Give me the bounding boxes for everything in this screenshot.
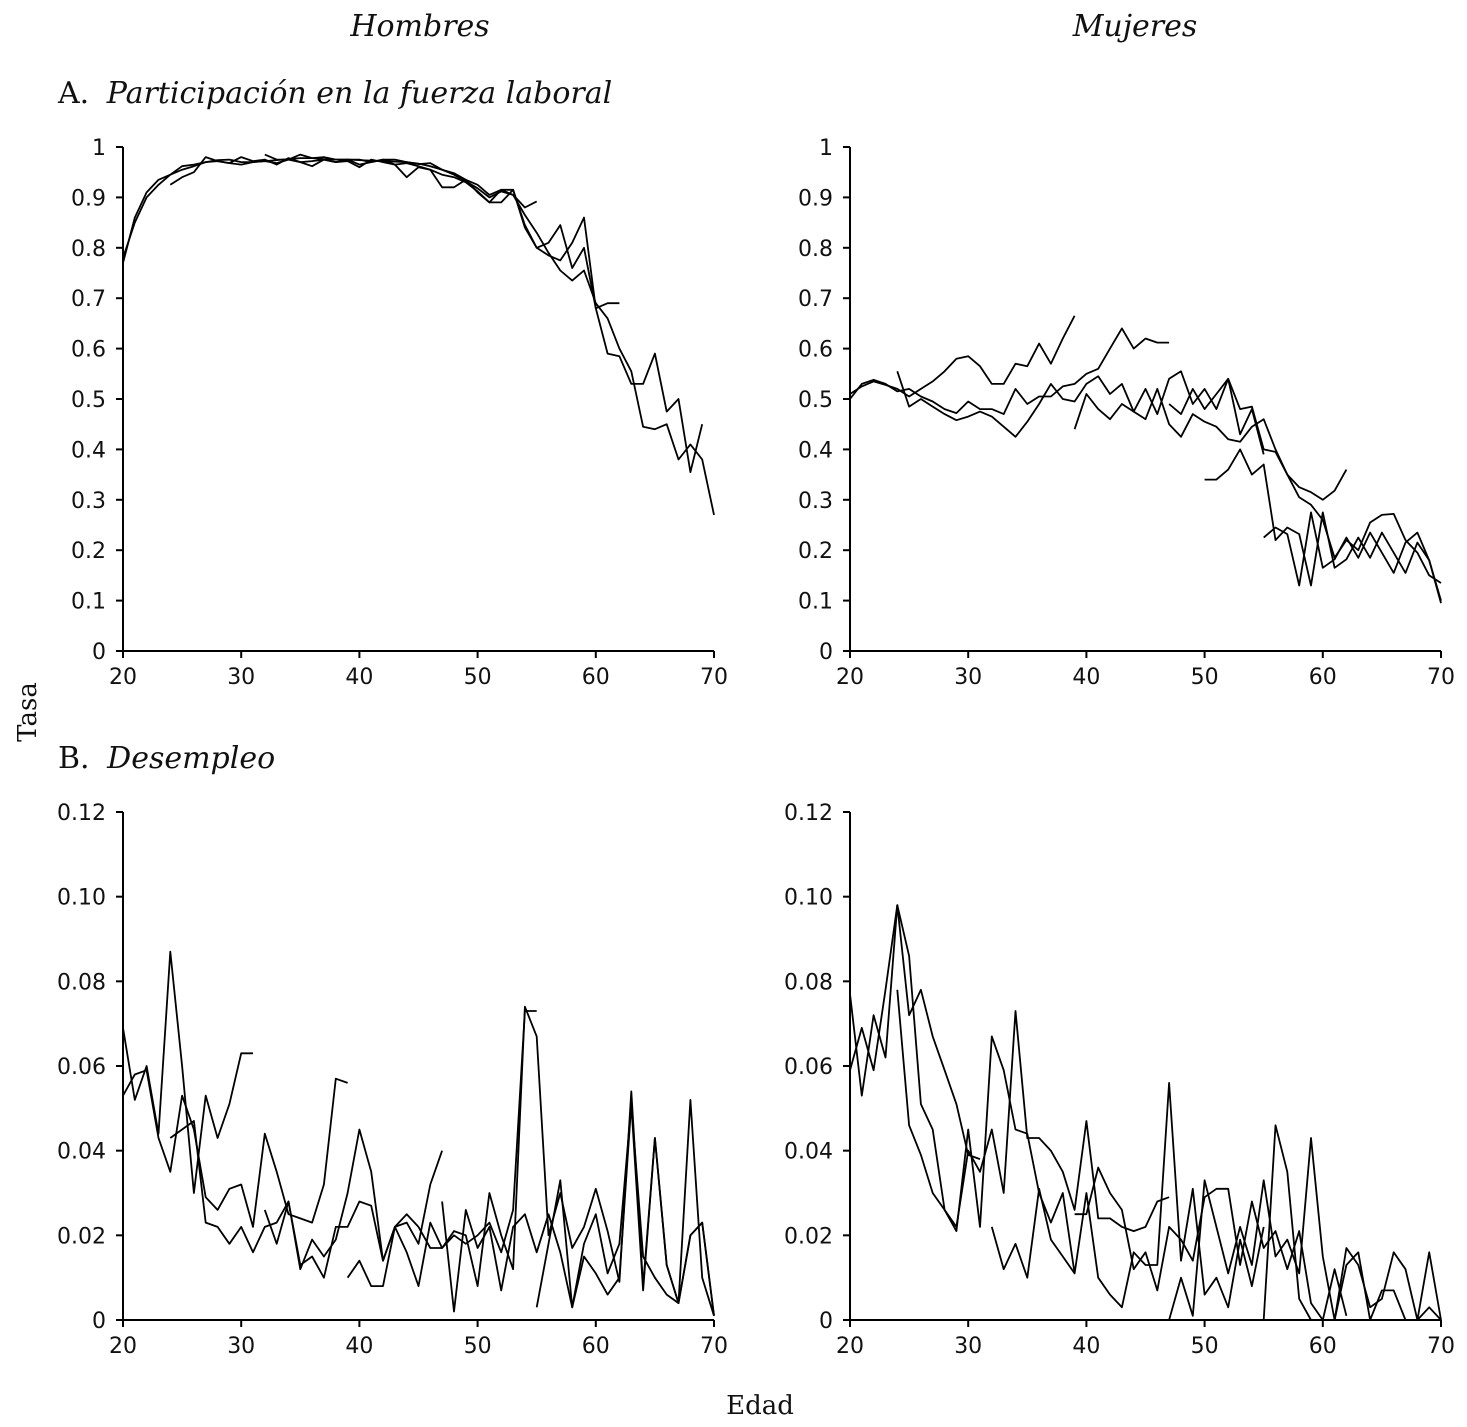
series-line-4 bbox=[263, 1010, 537, 1279]
x-tick-label: 50 bbox=[1191, 1334, 1219, 1359]
series-line-3 bbox=[896, 371, 1348, 501]
y-tick-label: 0.6 bbox=[71, 338, 106, 363]
x-tick-label: 40 bbox=[1072, 1334, 1100, 1359]
x-tick-label: 50 bbox=[1191, 665, 1219, 690]
y-tick-label: 1 bbox=[819, 136, 833, 161]
x-tick-label: 30 bbox=[227, 1334, 255, 1359]
x-tick-label: 70 bbox=[1427, 1334, 1455, 1359]
panel-b-letter: B. bbox=[58, 741, 90, 776]
y-tick-label: 0.7 bbox=[798, 287, 833, 312]
x-tick-label: 30 bbox=[954, 665, 982, 690]
series-line-2 bbox=[122, 158, 620, 310]
series-line-4 bbox=[264, 153, 715, 516]
y-tick-label: 0.8 bbox=[798, 237, 833, 262]
chart-unemployment-men: 0 0.02 0.04 0.06 0.08 0.10 0.12 20 30 40 50 60 70 bbox=[57, 801, 728, 1359]
series-line-5 bbox=[346, 1005, 715, 1317]
x-tick-label: 60 bbox=[582, 665, 610, 690]
x-tick-label: 40 bbox=[1072, 665, 1100, 690]
panel-a-title: A. Participación en la fuerza laboral bbox=[57, 76, 612, 111]
panel-a-letter: A. bbox=[57, 76, 89, 111]
series-line-3 bbox=[169, 1120, 443, 1271]
x-tick-label: 20 bbox=[836, 1334, 864, 1359]
y-tick-label: 0.02 bbox=[784, 1224, 833, 1249]
y-tick-label: 0.10 bbox=[784, 886, 833, 911]
x-tick-label: 30 bbox=[227, 665, 255, 690]
series-line-6 bbox=[441, 1103, 715, 1316]
x-tick-label: 40 bbox=[345, 1334, 373, 1359]
x-tick-label: 20 bbox=[836, 665, 864, 690]
y-axis-label: Tasa bbox=[13, 682, 43, 742]
series-line-4 bbox=[1073, 370, 1265, 455]
y-tick-label: 0.3 bbox=[71, 489, 106, 514]
y-tick-label: 0.06 bbox=[57, 1055, 106, 1080]
series-line-2 bbox=[122, 1069, 348, 1228]
header-women: Mujeres bbox=[1072, 9, 1198, 44]
series-line-1 bbox=[849, 315, 1076, 398]
y-tick-label: 0.5 bbox=[798, 388, 833, 413]
y-tick-label: 1 bbox=[92, 136, 106, 161]
series-line-6 bbox=[1168, 1137, 1442, 1321]
x-tick-label: 70 bbox=[700, 665, 728, 690]
series-line-7 bbox=[535, 1103, 715, 1316]
series-line-3 bbox=[169, 156, 704, 474]
chart-unemployment-women: 0 0.02 0.04 0.06 0.08 0.10 0.12 20 30 40 50 60 70 bbox=[784, 801, 1455, 1359]
y-tick-label: 0.10 bbox=[57, 886, 106, 911]
y-tick-label: 0.3 bbox=[798, 489, 833, 514]
series-line-3 bbox=[896, 989, 1170, 1232]
y-tick-label: 0.1 bbox=[71, 590, 106, 615]
y-tick-label: 0.02 bbox=[57, 1224, 106, 1249]
y-tick-label: 0.2 bbox=[71, 539, 106, 564]
y-tick-label: 0.9 bbox=[798, 186, 833, 211]
series-line-6 bbox=[1204, 448, 1442, 604]
chart-participation-women: 0 0.1 0.2 0.3 0.4 0.5 0.6 0.7 0.8 0.9 1 20 30 40 50 60 7… bbox=[798, 136, 1455, 690]
panel-b-title-text: Desempleo bbox=[106, 741, 275, 776]
y-tick-label: 0.5 bbox=[71, 388, 106, 413]
x-tick-label: 60 bbox=[1309, 1334, 1337, 1359]
panel-b-title: B. Desempleo bbox=[58, 741, 275, 776]
x-tick-label: 50 bbox=[464, 665, 492, 690]
y-tick-label: 0 bbox=[92, 1309, 106, 1334]
series-line-7 bbox=[1262, 1124, 1442, 1321]
y-tick-label: 0.12 bbox=[784, 801, 833, 826]
header-men: Hombres bbox=[349, 9, 489, 44]
panel-a-title-text: Participación en la fuerza laboral bbox=[106, 76, 612, 111]
series-line-1 bbox=[849, 904, 981, 1160]
y-tick-label: 0.12 bbox=[57, 801, 106, 826]
x-tick-label: 60 bbox=[582, 1334, 610, 1359]
series-line-2 bbox=[849, 904, 1076, 1274]
y-tick-label: 0.06 bbox=[784, 1055, 833, 1080]
y-tick-label: 0.8 bbox=[71, 237, 106, 262]
y-tick-label: 0.04 bbox=[57, 1140, 106, 1165]
chart-participation-men: 0 0.1 0.2 0.3 0.4 0.5 0.6 0.7 0.8 0.9 1 20 30 40 50 60 7… bbox=[71, 136, 728, 690]
x-tick-label: 20 bbox=[109, 1334, 137, 1359]
series-line-4 bbox=[990, 1082, 1265, 1309]
y-tick-label: 0.2 bbox=[798, 539, 833, 564]
x-tick-label: 70 bbox=[700, 1334, 728, 1359]
x-tick-label: 60 bbox=[1309, 665, 1337, 690]
y-tick-label: 0 bbox=[92, 640, 106, 665]
y-tick-label: 0 bbox=[819, 640, 833, 665]
series-line-7 bbox=[1263, 511, 1442, 601]
x-tick-label: 20 bbox=[109, 665, 137, 690]
y-tick-label: 0.4 bbox=[71, 438, 106, 463]
x-tick-label: 50 bbox=[464, 1334, 492, 1359]
y-tick-label: 0.04 bbox=[784, 1140, 833, 1165]
x-tick-label: 30 bbox=[954, 1334, 982, 1359]
x-tick-label: 40 bbox=[345, 665, 373, 690]
series-line-5 bbox=[1168, 377, 1442, 584]
y-tick-label: 0 bbox=[819, 1309, 833, 1334]
y-tick-label: 0.08 bbox=[784, 970, 833, 995]
y-tick-label: 0.7 bbox=[71, 287, 106, 312]
x-axis-label: Edad bbox=[726, 1391, 794, 1421]
y-tick-label: 0.6 bbox=[798, 338, 833, 363]
y-tick-label: 0.4 bbox=[798, 438, 833, 463]
y-tick-label: 0.9 bbox=[71, 186, 106, 211]
y-tick-label: 0.08 bbox=[57, 970, 106, 995]
x-tick-label: 70 bbox=[1427, 665, 1455, 690]
series-line-1 bbox=[122, 157, 538, 264]
y-tick-label: 0.1 bbox=[798, 590, 833, 615]
